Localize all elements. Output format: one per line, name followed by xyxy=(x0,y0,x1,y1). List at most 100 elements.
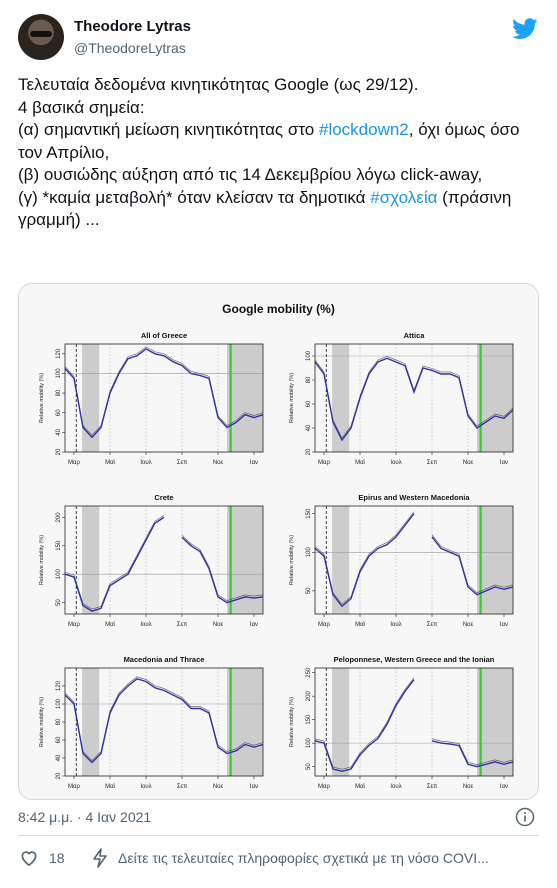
x-tick-label: Μαρ xyxy=(68,622,80,628)
chart-panel: Peloponnese, Western Greece and the Ioni… xyxy=(289,655,514,790)
tweet-line: (β) ουσιώδης αύξηση από τις 14 Δεκεμβρίο… xyxy=(18,164,538,187)
tweet-text-segment: , όχι όμως όσο τον Απρίλιο, xyxy=(18,120,520,162)
y-axis-label: Relative mobility (%) xyxy=(39,373,45,423)
plot-frame xyxy=(314,667,514,777)
x-tick-label: Μαϊ xyxy=(105,622,115,628)
y-tick-label: 50 xyxy=(306,763,312,770)
chart-panel: Macedonia and Thrace 20 40 60 80 100 120 Relati… xyxy=(39,655,264,790)
y-tick-label: 100 xyxy=(306,737,312,748)
timestamp[interactable]: 8:42 μ.μ. · 4 Ιαν 2021 xyxy=(18,809,152,825)
y-tick-label: 120 xyxy=(56,348,62,359)
chart-panel: Epirus and Western Macedonia 50 100 150 Rela… xyxy=(289,493,514,628)
y-tick-label: 100 xyxy=(56,698,62,709)
y-tick-label: 100 xyxy=(56,368,62,379)
user-handle[interactable]: @TheodoreLytras xyxy=(74,40,186,56)
chart-panel: All of Greece 20 40 60 80 100 120 Relative mobi… xyxy=(39,331,264,466)
display-name[interactable]: Theodore Lytras xyxy=(74,18,191,35)
y-axis-label: Relative mobility (%) xyxy=(39,535,45,585)
panel-title: Peloponnese, Western Greece and the Ioni… xyxy=(334,655,495,664)
x-tick-label: Ιαν xyxy=(500,784,508,790)
twitter-bird-icon[interactable] xyxy=(512,18,538,40)
y-tick-label: 40 xyxy=(56,754,62,761)
plot-frame xyxy=(314,343,514,453)
lockdown-shade xyxy=(332,344,350,452)
y-tick-label: 60 xyxy=(56,736,62,743)
x-tick-label: Σεπ xyxy=(177,784,188,790)
lockdown-shade xyxy=(227,668,263,776)
lockdown-shade xyxy=(82,668,100,776)
tweet-line: 4 βασικά σημεία: xyxy=(18,97,538,120)
plot-frame xyxy=(314,505,514,615)
avatar[interactable] xyxy=(18,14,64,60)
panel-title: Attica xyxy=(404,331,426,340)
y-tick-label: 150 xyxy=(56,540,62,551)
hashtag-link[interactable]: #lockdown2 xyxy=(318,120,409,139)
y-tick-label: 150 xyxy=(306,714,312,725)
y-tick-label: 120 xyxy=(56,680,62,691)
x-tick-label: Ιουλ xyxy=(390,460,401,466)
tweet-line: (γ) *καμία μεταβολή* όταν κλείσαν τα δημ… xyxy=(18,187,538,232)
panel-title: Crete xyxy=(154,493,173,502)
x-tick-label: Ιουλ xyxy=(140,460,151,466)
x-tick-label: Μαρ xyxy=(68,460,80,466)
x-tick-label: Σεπ xyxy=(427,622,438,628)
y-tick-label: 100 xyxy=(306,350,312,361)
media-attachment[interactable]: Google mobility (%) All of Greece 20 40 60 8… xyxy=(18,283,539,800)
y-tick-label: 150 xyxy=(306,508,312,519)
y-axis-label: Relative mobility (%) xyxy=(289,373,295,423)
y-tick-label: 20 xyxy=(56,448,62,455)
x-tick-label: Μαρ xyxy=(318,622,330,628)
lockdown-shade xyxy=(477,344,513,452)
info-icon[interactable] xyxy=(515,807,535,827)
smoothed-series-line xyxy=(64,516,264,612)
raw-series-line xyxy=(64,676,264,761)
chart-panel: Crete 50 100 150 200 Relative mobility (%) Μαρ… xyxy=(39,493,264,628)
x-tick-label: Σεπ xyxy=(427,460,438,466)
y-tick-label: 100 xyxy=(306,547,312,558)
x-tick-label: Ιουλ xyxy=(140,784,151,790)
smoothed-series-line xyxy=(64,348,264,439)
y-tick-label: 20 xyxy=(56,772,62,779)
y-tick-label: 60 xyxy=(56,409,62,416)
y-tick-label: 200 xyxy=(56,512,62,523)
tweet-line: (α) σημαντική μείωση κινητικότητας στο #… xyxy=(18,119,538,164)
y-tick-label: 100 xyxy=(56,569,62,580)
x-tick-label: Νοε xyxy=(213,622,224,628)
x-tick-label: Ιαν xyxy=(250,622,258,628)
x-tick-label: Μαρ xyxy=(318,460,330,466)
x-tick-label: Νοε xyxy=(213,784,224,790)
heart-icon[interactable] xyxy=(19,848,39,868)
lockdown-shade xyxy=(477,506,513,614)
y-tick-label: 80 xyxy=(56,718,62,725)
hashtag-link[interactable]: #σχολεία xyxy=(370,187,438,207)
figure-title: Google mobility (%) xyxy=(222,302,335,316)
mobility-figure: Google mobility (%) All of Greece 20 40 60 8… xyxy=(39,302,514,790)
x-tick-label: Νοε xyxy=(463,460,474,466)
x-tick-label: Μαϊ xyxy=(105,460,115,466)
y-tick-label: 250 xyxy=(306,667,312,678)
y-tick-label: 50 xyxy=(56,599,62,606)
y-tick-label: 40 xyxy=(306,424,312,431)
x-tick-label: Ιαν xyxy=(250,460,258,466)
x-tick-label: Μαϊ xyxy=(355,622,365,628)
plot-frame xyxy=(64,505,264,615)
smoothed-series-line xyxy=(314,357,514,442)
x-tick-label: Νοε xyxy=(463,622,474,628)
y-tick-label: 80 xyxy=(56,389,62,396)
y-axis-label: Relative mobility (%) xyxy=(39,697,45,747)
x-tick-label: Μαϊ xyxy=(355,784,365,790)
panel-title: Macedonia and Thrace xyxy=(124,655,205,664)
lockdown-shade xyxy=(82,506,100,614)
x-tick-label: Ιαν xyxy=(500,622,508,628)
panel-title: Epirus and Western Macedonia xyxy=(358,493,470,502)
x-tick-label: Ιουλ xyxy=(140,622,151,628)
covid-info-link[interactable]: Δείτε τις τελευταίες πληροφορίες σχετικά… xyxy=(118,850,489,866)
x-tick-label: Νοε xyxy=(463,784,474,790)
x-tick-label: Ιαν xyxy=(500,460,508,466)
tweet-line: Τελευταία δεδομένα κινητικότητας Google … xyxy=(18,74,538,97)
lightning-icon xyxy=(93,848,107,868)
y-tick-label: 60 xyxy=(306,400,312,407)
like-count[interactable]: 18 xyxy=(49,850,65,866)
chart-panel: Attica 20 40 60 80 100 Relative mobility (%) Μα… xyxy=(289,331,514,466)
